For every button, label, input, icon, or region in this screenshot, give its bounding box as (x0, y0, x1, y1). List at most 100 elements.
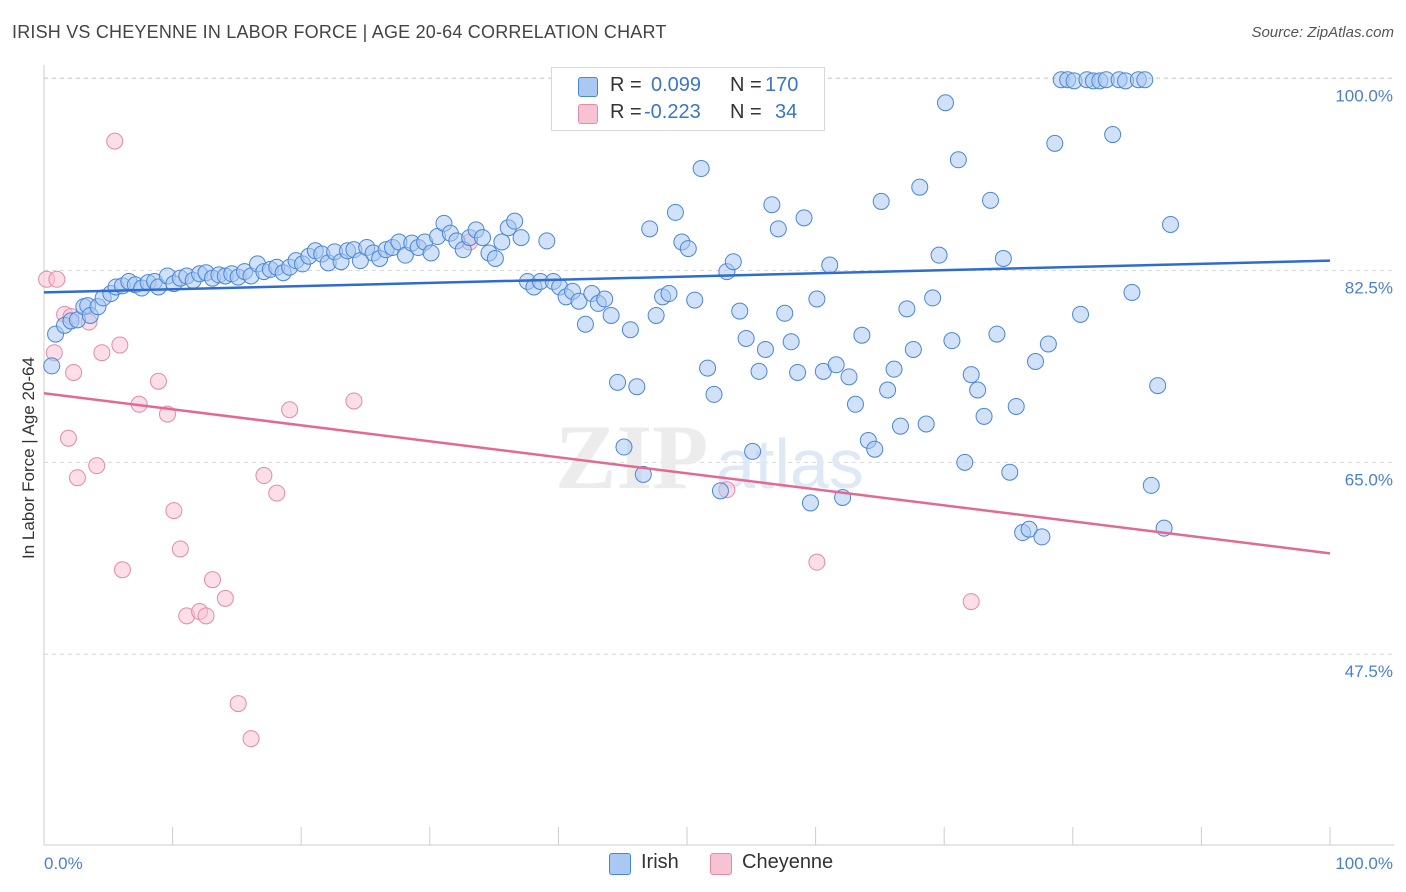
irish-point (898, 300, 916, 318)
irish-n-value: 170 (765, 74, 799, 96)
irish-point (1007, 397, 1025, 415)
irish-point (692, 160, 710, 178)
irish-point (872, 192, 890, 210)
irish-point (1104, 126, 1122, 144)
r-label: R = (610, 74, 642, 96)
irish-point (846, 395, 864, 413)
cheyenne-point (229, 695, 247, 713)
irish-point (994, 249, 1012, 267)
irish-point (538, 232, 556, 250)
irish-point (866, 440, 884, 458)
irish-point (1027, 353, 1045, 371)
n-label: N = (730, 74, 762, 96)
y-axis-title: In Labor Force | Age 20-64 (19, 357, 38, 559)
y-tick-label: 100.0% (1335, 87, 1393, 106)
irish-point (602, 306, 620, 324)
cheyenne-swatch (578, 104, 598, 124)
irish-point (744, 442, 762, 460)
irish-point (609, 373, 627, 391)
irish-legend-label: Irish (641, 851, 679, 873)
cheyenne-point (255, 467, 273, 485)
cheyenne-point (203, 571, 221, 589)
cheyenne-point (65, 363, 83, 381)
irish-point (1001, 463, 1019, 481)
chart-title: IRISH VS CHEYENNE IN LABOR FORCE | AGE 2… (12, 22, 667, 42)
irish-point (1046, 134, 1064, 152)
cheyenne-point (59, 429, 77, 447)
irish-point (943, 332, 961, 350)
trend-lines (43, 259, 1331, 555)
cheyenne-point (113, 561, 131, 579)
irish-point (493, 233, 511, 251)
y-tick-label: 47.5% (1345, 662, 1393, 681)
cheyenne-point (68, 469, 86, 487)
cheyenne-n-value: 34 (775, 101, 798, 123)
irish-point (679, 240, 697, 258)
cheyenne-point (268, 484, 286, 502)
irish-point (808, 290, 826, 308)
watermark-zip: ZIP (555, 406, 708, 508)
irish-point (924, 289, 942, 307)
irish-point (776, 304, 794, 322)
irish-point (1033, 528, 1051, 546)
cheyenne-point (962, 593, 980, 611)
irish-point (1072, 305, 1090, 323)
irish-point (988, 325, 1006, 343)
irish-point (795, 209, 813, 227)
irish-point (917, 415, 935, 433)
cheyenne-point (171, 540, 189, 558)
irish-point (885, 360, 903, 378)
legend-row-cheyenne: R = -0.223 N = 34 (552, 101, 824, 127)
irish-point (576, 315, 594, 333)
irish-point (956, 453, 974, 471)
irish-point (769, 220, 787, 238)
irish-point (660, 285, 678, 303)
irish-point (705, 385, 723, 403)
series-legend: Irish Cheyenne (0, 851, 1406, 877)
irish-point (821, 256, 839, 274)
r-label: R = (610, 101, 642, 123)
irish-points (43, 71, 1180, 546)
axes (43, 65, 1394, 846)
irish-point (1123, 283, 1141, 301)
cheyenne-point (106, 132, 124, 150)
irish-point (936, 94, 954, 112)
irish-point (949, 151, 967, 169)
irish-point (969, 381, 987, 399)
cheyenne-legend-swatch (710, 853, 732, 875)
irish-point (686, 291, 704, 309)
cheyenne-trend-line (43, 392, 1331, 555)
cheyenne-point (216, 589, 234, 607)
irish-point (853, 326, 871, 344)
watermark: ZIP atlas (555, 406, 864, 508)
irish-point (756, 340, 774, 358)
irish-point (570, 292, 588, 310)
irish-point (647, 306, 665, 324)
cheyenne-r-value: -0.223 (644, 101, 701, 123)
irish-point (512, 229, 530, 247)
irish-point (879, 381, 897, 399)
irish-point (1162, 215, 1180, 233)
x-tick-label: 100.0% (1335, 854, 1393, 873)
x-tick-label: 0.0% (44, 854, 83, 873)
tick-labels: 47.5% 65.0% 82.5% 100.0% 0.0% 100.0% (44, 87, 1393, 873)
irish-point (904, 340, 922, 358)
irish-point (506, 212, 524, 230)
irish-trend-line (43, 259, 1331, 294)
correlation-legend: R = 0.099 N = 170 R = -0.223 N = 34 (551, 67, 825, 131)
y-tick-label: 82.5% (1345, 279, 1393, 298)
irish-legend-swatch (609, 853, 631, 875)
irish-point (1149, 377, 1167, 395)
irish-point (641, 220, 659, 238)
irish-point (666, 203, 684, 221)
cheyenne-point (149, 372, 167, 390)
irish-point (782, 333, 800, 351)
cheyenne-point (808, 553, 826, 571)
irish-point (801, 494, 819, 512)
irish-point (911, 178, 929, 196)
irish-point (422, 244, 440, 262)
irish-point (981, 191, 999, 209)
irish-point (621, 321, 639, 339)
irish-point (840, 368, 858, 386)
